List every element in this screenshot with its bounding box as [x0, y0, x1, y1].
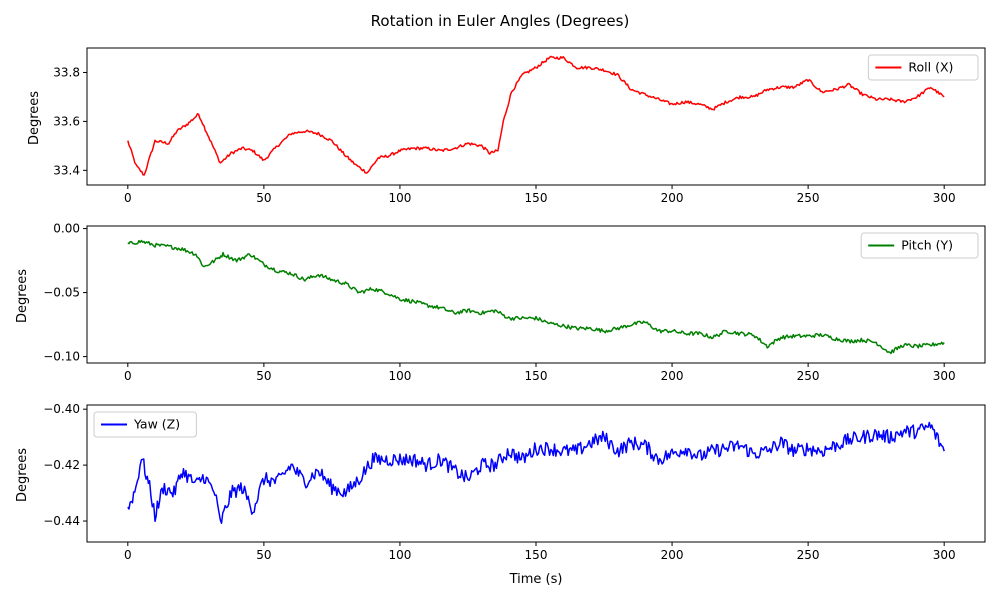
roll-y-tick-label: 33.8 — [53, 65, 80, 79]
figure-title: Rotation in Euler Angles (Degrees) — [371, 12, 630, 30]
yaw-y-tick-label: −0.44 — [43, 514, 80, 528]
roll-x-tick-label: 300 — [933, 191, 956, 205]
pitch-x-tick-label: 250 — [797, 369, 820, 383]
pitch-x-tick-label: 100 — [388, 369, 411, 383]
yaw-x-tick-label: 150 — [525, 548, 548, 562]
pitch-x-tick-label: 200 — [661, 369, 684, 383]
subplot-pitch: Degrees 0 50 100 150 200 250 300 0.00 −0.05 −0.10… — [15, 222, 986, 383]
pitch-legend-label: Pitch (Y) — [901, 238, 953, 253]
pitch-y-tick-label: 0.00 — [53, 222, 80, 236]
pitch-y-tick-label: −0.05 — [43, 286, 80, 300]
pitch-y-axis-label: Degrees — [15, 269, 30, 323]
yaw-y-tick-label: −0.42 — [43, 458, 80, 472]
pitch-legend: Pitch (Y) — [860, 232, 979, 259]
pitch-y-tick-label: −0.10 — [43, 350, 80, 364]
roll-x-tick-label: 150 — [525, 191, 548, 205]
pitch-x-tick-label: 300 — [933, 369, 956, 383]
roll-y-tick-label: 33.6 — [53, 114, 80, 128]
roll-legend-box — [867, 54, 979, 81]
roll-y-axis-label: Degrees — [27, 91, 42, 145]
roll-x-tick-label: 50 — [256, 191, 271, 205]
roll-x-tick-label: 100 — [388, 191, 411, 205]
roll-series-line — [127, 55, 945, 176]
yaw-x-tick-label: 250 — [797, 548, 820, 562]
yaw-y-tick-label: −0.40 — [43, 402, 80, 416]
roll-x-tick-label: 0 — [124, 191, 132, 205]
roll-legend-label: Roll (X) — [908, 60, 953, 75]
pitch-legend-box — [860, 232, 979, 259]
yaw-legend: Yaw (Z) — [93, 411, 197, 438]
yaw-x-tick-label: 200 — [661, 548, 684, 562]
subplot-roll: Degrees 0 50 100 150 200 250 300 33.4 33.6 33.8 Ro… — [27, 47, 986, 205]
pitch-x-tick-label: 0 — [124, 369, 132, 383]
subplot-yaw: Degrees 0 50 100 150 200 250 300 −0.40 −0.42 −0.4… — [15, 402, 986, 562]
pitch-series-line — [127, 239, 945, 355]
roll-legend: Roll (X) — [867, 54, 979, 81]
pitch-x-tick-label: 50 — [256, 369, 271, 383]
roll-y-tick-label: 33.4 — [53, 163, 80, 177]
yaw-series-line — [127, 421, 945, 524]
yaw-x-tick-label: 0 — [124, 548, 132, 562]
yaw-legend-box — [93, 411, 197, 438]
yaw-x-tick-label: 300 — [933, 548, 956, 562]
yaw-x-tick-label: 100 — [388, 548, 411, 562]
x-axis-label: Time (s) — [509, 572, 563, 587]
pitch-x-tick-label: 150 — [525, 369, 548, 383]
yaw-y-axis-label: Degrees — [15, 448, 30, 502]
yaw-legend-label: Yaw (Z) — [133, 417, 180, 432]
yaw-x-tick-label: 50 — [256, 548, 271, 562]
roll-x-tick-label: 250 — [797, 191, 820, 205]
roll-x-tick-label: 200 — [661, 191, 684, 205]
